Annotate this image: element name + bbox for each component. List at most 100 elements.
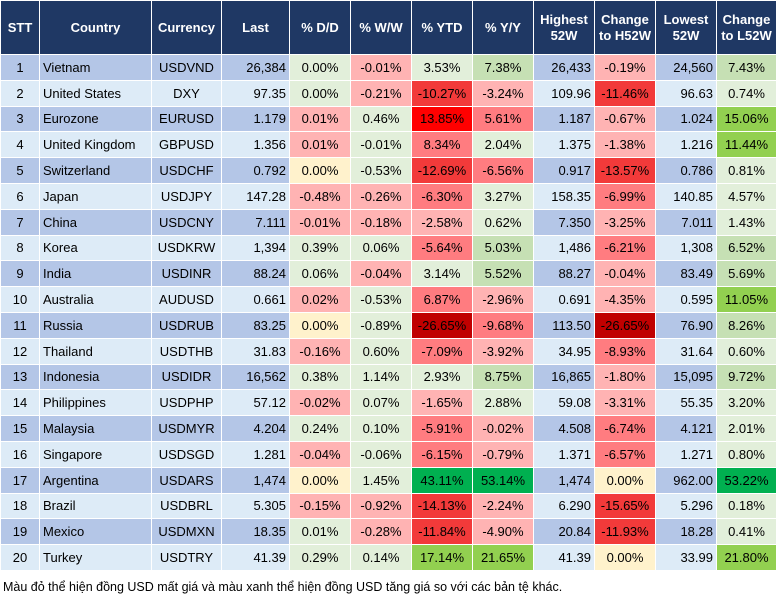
cell-high: 16,865 [533, 363, 595, 391]
cell-high: 4.508 [533, 415, 595, 442]
cell-h52: -0.19% [594, 54, 656, 81]
cell-dd: 0.01% [289, 518, 351, 546]
cell-low: 140.85 [655, 182, 717, 210]
cell-dd: 0.00% [289, 466, 351, 494]
cell-h52: -8.93% [594, 337, 656, 365]
cell-h52: -26.65% [594, 311, 656, 339]
cell-dd: 0.01% [289, 131, 351, 159]
cell-stt: 18 [0, 492, 40, 520]
cell-last: 31.83 [221, 337, 290, 365]
cell-ytd: -5.91% [411, 415, 473, 442]
cell-ytd: -12.69% [411, 157, 473, 184]
cell-country: Korea [39, 234, 152, 262]
cell-low: 0.595 [655, 286, 717, 313]
cell-country: Singapore [39, 440, 152, 468]
cell-l52: 9.72% [716, 363, 777, 391]
cell-country: Japan [39, 182, 152, 210]
header-dd: % D/D [289, 0, 351, 55]
cell-stt: 17 [0, 466, 40, 494]
cell-yy: -3.92% [472, 337, 534, 365]
cell-dd: 0.01% [289, 105, 351, 133]
cell-dd: 0.29% [289, 544, 351, 571]
cell-currency: DXY [151, 79, 222, 107]
cell-high: 109.96 [533, 79, 595, 107]
table-body: 1 Vietnam USDVND 26,384 0.00% -0.01% 3.53% 7.38… [0, 54, 777, 571]
cell-yy: -2.96% [472, 286, 534, 313]
cell-ytd: 6.87% [411, 286, 473, 313]
cell-ytd: -11.84% [411, 518, 473, 546]
cell-ww: 0.60% [350, 337, 412, 365]
cell-dd: -0.16% [289, 337, 351, 365]
cell-last: 7.111 [221, 208, 290, 236]
cell-l52: 21.80% [716, 544, 777, 571]
cell-ww: 1.14% [350, 363, 412, 391]
cell-yy: 5.52% [472, 260, 534, 288]
header-h52: Change to H52W [594, 0, 656, 55]
cell-low: 1.271 [655, 440, 717, 468]
cell-high: 41.39 [533, 544, 595, 571]
cell-stt: 8 [0, 234, 40, 262]
cell-yy: -0.02% [472, 415, 534, 442]
cell-h52: -0.67% [594, 105, 656, 133]
cell-currency: USDKRW [151, 234, 222, 262]
cell-low: 31.64 [655, 337, 717, 365]
cell-high: 26,433 [533, 54, 595, 81]
cell-low: 15,095 [655, 363, 717, 391]
cell-ytd: 3.53% [411, 54, 473, 81]
cell-high: 88.27 [533, 260, 595, 288]
cell-stt: 4 [0, 131, 40, 159]
cell-stt: 14 [0, 389, 40, 417]
table-row: 9 India USDINR 88.24 0.06% -0.04% 3.14% 5.52% 88… [0, 260, 777, 288]
cell-h52: -6.57% [594, 440, 656, 468]
cell-h52: -6.21% [594, 234, 656, 262]
cell-yy: 53.14% [472, 466, 534, 494]
cell-low: 1.216 [655, 131, 717, 159]
cell-stt: 5 [0, 157, 40, 184]
cell-last: 1,474 [221, 466, 290, 494]
cell-country: Mexico [39, 518, 152, 546]
cell-high: 1.371 [533, 440, 595, 468]
cell-h52: -6.74% [594, 415, 656, 442]
cell-low: 4.121 [655, 415, 717, 442]
cell-yy: -2.24% [472, 492, 534, 520]
cell-ytd: -26.65% [411, 311, 473, 339]
table-row: 2 United States DXY 97.35 0.00% -0.21% -10.27%… [0, 79, 777, 107]
cell-ww: 1.45% [350, 466, 412, 494]
table-row: 5 Switzerland USDCHF 0.792 0.00% -0.53% -12.69… [0, 157, 777, 184]
cell-stt: 3 [0, 105, 40, 133]
cell-currency: USDJPY [151, 182, 222, 210]
cell-ww: -0.28% [350, 518, 412, 546]
cell-last: 88.24 [221, 260, 290, 288]
cell-currency: USDTRY [151, 544, 222, 571]
cell-high: 1.187 [533, 105, 595, 133]
cell-country: Brazil [39, 492, 152, 520]
cell-yy: 3.27% [472, 182, 534, 210]
table-row: 7 China USDCNY 7.111 -0.01% -0.18% -2.58% 0.62%… [0, 208, 777, 236]
table-row: 10 Australia AUDUSD 0.661 0.02% -0.53% 6.87% -2… [0, 286, 777, 313]
table-row: 18 Brazil USDBRL 5.305 -0.15% -0.92% -14.13% -2… [0, 492, 777, 520]
cell-ytd: 43.11% [411, 466, 473, 494]
cell-ww: -0.26% [350, 182, 412, 210]
cell-l52: 8.26% [716, 311, 777, 339]
cell-ww: -0.01% [350, 54, 412, 81]
cell-dd: 0.38% [289, 363, 351, 391]
cell-last: 147.28 [221, 182, 290, 210]
header-currency: Currency [151, 0, 222, 55]
cell-dd: -0.01% [289, 208, 351, 236]
cell-l52: 0.60% [716, 337, 777, 365]
cell-currency: USDBRL [151, 492, 222, 520]
cell-h52: -13.57% [594, 157, 656, 184]
cell-yy: 5.61% [472, 105, 534, 133]
header-stt: STT [0, 0, 40, 55]
cell-yy: -6.56% [472, 157, 534, 184]
cell-country: Malaysia [39, 415, 152, 442]
header-ww: % W/W [350, 0, 412, 55]
cell-ytd: -10.27% [411, 79, 473, 107]
cell-dd: -0.48% [289, 182, 351, 210]
cell-currency: USDTHB [151, 337, 222, 365]
cell-low: 1,308 [655, 234, 717, 262]
cell-last: 26,384 [221, 54, 290, 81]
table-row: 8 Korea USDKRW 1,394 0.39% 0.06% -5.64% 5.03% 1,… [0, 234, 777, 262]
cell-ww: -0.04% [350, 260, 412, 288]
cell-country: United Kingdom [39, 131, 152, 159]
